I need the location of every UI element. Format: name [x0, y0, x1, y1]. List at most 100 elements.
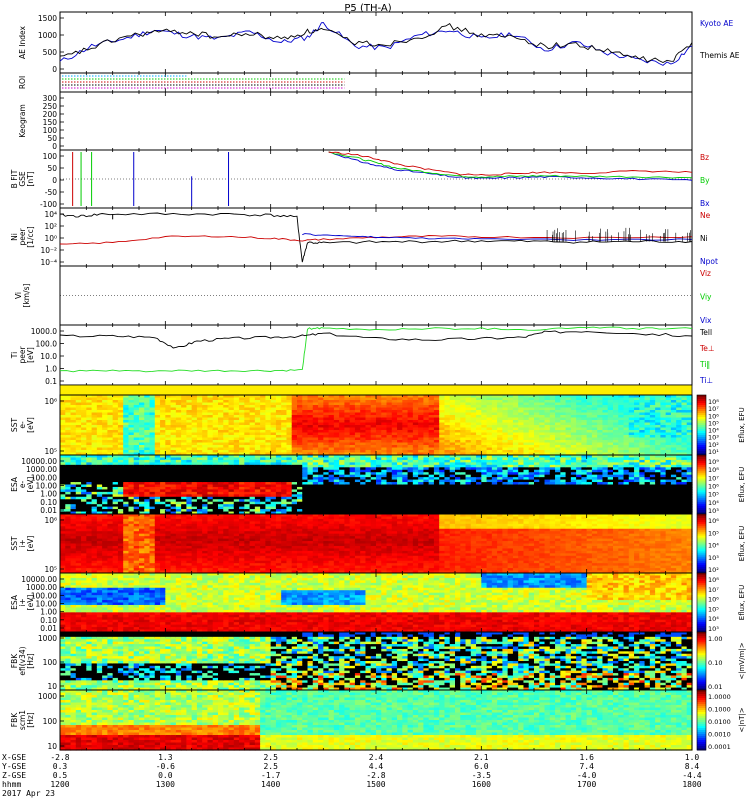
- spectro-cell: [186, 509, 193, 513]
- spectro-cell: [639, 407, 646, 411]
- spectro-cell: [218, 452, 224, 456]
- spectro-cell: [602, 417, 609, 421]
- spectro-cell: [360, 440, 367, 444]
- spectro-cell: [407, 450, 414, 454]
- colorbar-cell: [697, 447, 706, 450]
- spectro-cell: [112, 467, 119, 471]
- spectro-cell: [449, 445, 456, 449]
- spectro-cell: [128, 442, 135, 446]
- spectro-cell: [96, 442, 103, 446]
- spectro-cell: [397, 417, 403, 421]
- panel-frame-ae: [59, 11, 693, 74]
- spectro-cell: [207, 432, 214, 436]
- spectro-cell: [297, 467, 303, 471]
- spectro-cell: [265, 412, 272, 416]
- spectro-cell: [597, 445, 604, 449]
- spectro-cell: [339, 459, 345, 463]
- legend-te-: Te⊥: [699, 344, 714, 353]
- spectro-cell: [81, 450, 87, 454]
- spectro-cell: [402, 430, 409, 434]
- spectro-cell: [391, 425, 398, 429]
- spectro-cell: [491, 452, 498, 456]
- spectro-cell: [239, 437, 245, 441]
- spectro-cell: [349, 422, 356, 426]
- spectro-cell: [117, 469, 124, 473]
- colorbar-cell: [697, 413, 706, 416]
- spectro-cell: [302, 445, 309, 449]
- spectro-cell: [139, 422, 145, 426]
- spectro-cell: [228, 491, 235, 495]
- spectro-cell: [586, 397, 593, 401]
- spectro-cell: [107, 420, 114, 424]
- spectro-cell: [75, 397, 82, 401]
- spectro-cell: [139, 407, 145, 411]
- spectro-cell: [186, 496, 193, 500]
- spectro-cell: [412, 400, 419, 404]
- spectro-cell: [381, 491, 388, 495]
- spectro-cell: [407, 420, 414, 424]
- spectro-cell: [175, 462, 182, 466]
- spectro-cell: [681, 432, 688, 436]
- spectro-cell: [260, 494, 266, 498]
- spectro-cell: [144, 469, 151, 473]
- spectro-cell: [139, 450, 145, 454]
- spectro-cell: [233, 442, 240, 446]
- spectro-cell: [249, 412, 256, 416]
- spectro-cell: [112, 417, 119, 421]
- spectro-cell: [249, 457, 256, 461]
- ylabel-ni: Ni peer [1/cc]: [10, 226, 35, 247]
- spectro-cell: [555, 412, 561, 416]
- spectro-cell: [333, 402, 340, 406]
- spectro-cell: [165, 445, 172, 449]
- spectro-cell: [212, 491, 219, 495]
- spectro-cell: [344, 499, 351, 503]
- spectro-cell: [254, 395, 261, 399]
- spectro-cell: [407, 447, 414, 451]
- spectro-cell: [686, 425, 693, 429]
- spectro-cell: [486, 427, 493, 431]
- spectro-cell: [186, 435, 193, 439]
- spectro-cell: [444, 447, 451, 451]
- spectro-cell: [686, 415, 693, 419]
- spectro-cell: [112, 430, 119, 434]
- spectro-cell: [344, 467, 351, 471]
- spectro-cell: [265, 430, 272, 434]
- spectro-cell: [586, 447, 593, 451]
- ylabel-line: [eV]: [26, 347, 35, 363]
- spectro-cell: [107, 509, 114, 513]
- spectro-cell: [349, 459, 356, 463]
- spectro-cell: [639, 410, 646, 414]
- spectro-cell: [370, 469, 377, 473]
- spectro-cell: [91, 509, 98, 513]
- spectro-cell: [186, 397, 193, 401]
- spectro-cell: [275, 432, 282, 436]
- spectro-cell: [528, 427, 535, 431]
- spectro-cell: [591, 432, 598, 436]
- spectro-cell: [391, 440, 398, 444]
- spectro-cell: [139, 432, 145, 436]
- spectro-cell: [412, 420, 419, 424]
- spectro-cell: [70, 415, 77, 419]
- spectro-cell: [160, 459, 166, 463]
- spectro-cell: [449, 415, 456, 419]
- spectro-cell: [86, 499, 93, 503]
- spectro-cell: [528, 402, 535, 406]
- spectro-cell: [649, 422, 656, 426]
- spectro-cell: [249, 445, 256, 449]
- spectro-cell: [160, 499, 166, 503]
- spectro-cell: [407, 422, 414, 426]
- spectro-cell: [655, 435, 661, 439]
- spectro-cell: [96, 494, 103, 498]
- spectro-cell: [349, 455, 356, 459]
- spectro-cell: [175, 472, 182, 476]
- spectro-cell: [86, 412, 93, 416]
- spectro-cell: [107, 450, 114, 454]
- spectro-cell: [102, 422, 108, 426]
- spectro-cell: [202, 484, 209, 488]
- spectro-cell: [139, 395, 145, 399]
- spectro-cell: [186, 459, 193, 463]
- spectro-cell: [117, 506, 124, 510]
- spectro-cell: [333, 415, 340, 419]
- spectro-cell: [655, 432, 661, 436]
- spectro-cell: [249, 420, 256, 424]
